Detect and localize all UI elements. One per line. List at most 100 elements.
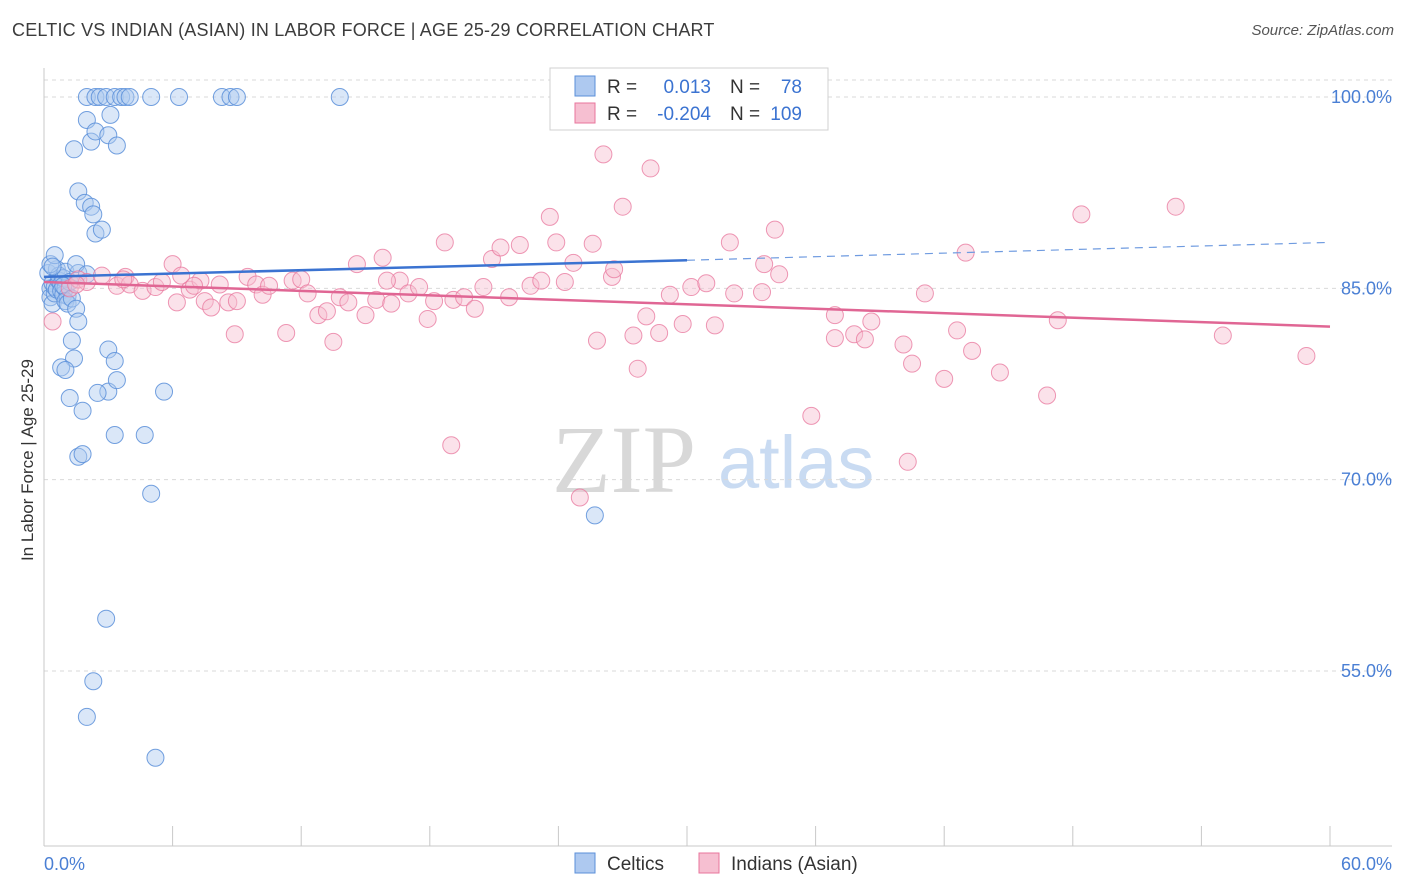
indian-point — [442, 436, 461, 455]
indian-point — [705, 316, 724, 335]
indian-point — [555, 272, 574, 291]
indian-point — [637, 307, 656, 326]
x-tick-labels: 0.0% 60.0% — [44, 854, 1392, 874]
indian-point — [260, 276, 279, 295]
indian-point — [845, 325, 864, 344]
indian-point — [720, 233, 739, 252]
celtic-n-value: 78 — [781, 77, 802, 98]
celtic-point — [86, 88, 105, 106]
indian-point — [825, 329, 844, 348]
legend-indian-swatch — [698, 852, 720, 874]
indian-point — [418, 309, 437, 328]
indian-point — [948, 321, 967, 340]
indian-n-label: N = — [730, 104, 760, 125]
y-tick-label: 70.0% — [1341, 470, 1392, 490]
indian-point — [765, 220, 784, 239]
celtic-point — [84, 205, 103, 224]
celtic-point — [120, 88, 139, 106]
indian-r-value: -0.204 — [657, 104, 711, 125]
celtic-point — [105, 88, 124, 106]
indian-point — [825, 306, 844, 325]
celtic-point — [82, 132, 101, 151]
indian-point — [862, 312, 881, 331]
series-legend: Celtics Indians (Asian) — [574, 852, 858, 875]
celtic-point — [116, 88, 135, 106]
indian-point — [650, 323, 669, 342]
indian-point — [298, 284, 317, 303]
axes — [43, 68, 1392, 847]
celtic-point — [135, 426, 154, 445]
indian-point — [152, 272, 171, 291]
indian-point — [624, 326, 643, 345]
indian-point — [628, 359, 647, 378]
indian-point — [641, 159, 660, 178]
indian-point — [367, 290, 386, 309]
indian-point — [195, 292, 214, 311]
indian-point — [167, 293, 186, 312]
y-tick-label: 100.0% — [1331, 87, 1392, 107]
indian-point — [903, 354, 922, 373]
celtic-points — [39, 88, 604, 767]
indian-point — [855, 330, 874, 349]
indian-point — [43, 312, 62, 331]
indian-point — [547, 233, 566, 252]
celtic-point — [65, 140, 84, 159]
celtic-trend-line — [43, 259, 688, 279]
celtic-point — [62, 331, 81, 350]
celtic-r-value: 0.013 — [663, 77, 711, 98]
celtic-point — [330, 88, 349, 106]
watermark: ZIP atlas — [552, 406, 874, 513]
indian-point — [309, 306, 328, 325]
indian-point — [587, 331, 606, 350]
indian-point — [210, 275, 229, 294]
indian-points — [43, 145, 1316, 507]
indian-point — [570, 488, 589, 507]
source-credit: Source: ZipAtlas.com — [1251, 22, 1394, 39]
indian-point — [894, 335, 913, 354]
celtic-point — [69, 312, 88, 331]
indian-point — [755, 255, 774, 274]
y-tick-label: 55.0% — [1341, 661, 1392, 681]
indian-point — [317, 302, 336, 321]
indian-point — [990, 363, 1009, 382]
indian-point — [963, 341, 982, 360]
y-tick-labels: 55.0% 70.0% 85.0% 100.0% — [1331, 87, 1392, 681]
indian-point — [753, 283, 772, 302]
indian-point — [1048, 311, 1067, 330]
indian-point — [725, 284, 744, 303]
indian-point — [1213, 326, 1232, 345]
x-tick-label-min: 0.0% — [44, 854, 85, 874]
indian-point — [390, 271, 409, 290]
celtic-point — [90, 88, 109, 106]
indian-point — [227, 292, 246, 311]
celtic-point — [60, 389, 79, 408]
celtic-point — [88, 383, 107, 402]
celtic-point — [43, 257, 62, 276]
indian-point — [521, 276, 540, 295]
indian-point — [356, 306, 375, 325]
indian-point — [540, 207, 559, 226]
celtic-point — [105, 352, 124, 371]
indian-point — [613, 197, 632, 216]
indian-point — [935, 369, 954, 388]
indian-point — [770, 265, 789, 284]
indian-point — [697, 274, 716, 293]
indian-point — [410, 278, 429, 297]
indian-point — [382, 294, 401, 313]
indian-point — [377, 271, 396, 290]
celtic-point — [45, 246, 64, 265]
celtic-point — [155, 382, 174, 401]
celtic-point — [142, 484, 161, 503]
indian-point — [373, 248, 392, 267]
chart-title: CELTIC VS INDIAN (ASIAN) IN LABOR FORCE … — [12, 20, 715, 40]
celtic-point — [221, 88, 240, 106]
celtic-point — [227, 88, 246, 106]
indian-stat-swatch — [574, 102, 596, 124]
indian-point — [202, 298, 221, 317]
indian-point — [1297, 346, 1316, 365]
celtic-point — [107, 136, 126, 155]
celtic-point — [73, 445, 92, 464]
trend-lines — [43, 241, 1331, 328]
indian-point — [225, 325, 244, 344]
